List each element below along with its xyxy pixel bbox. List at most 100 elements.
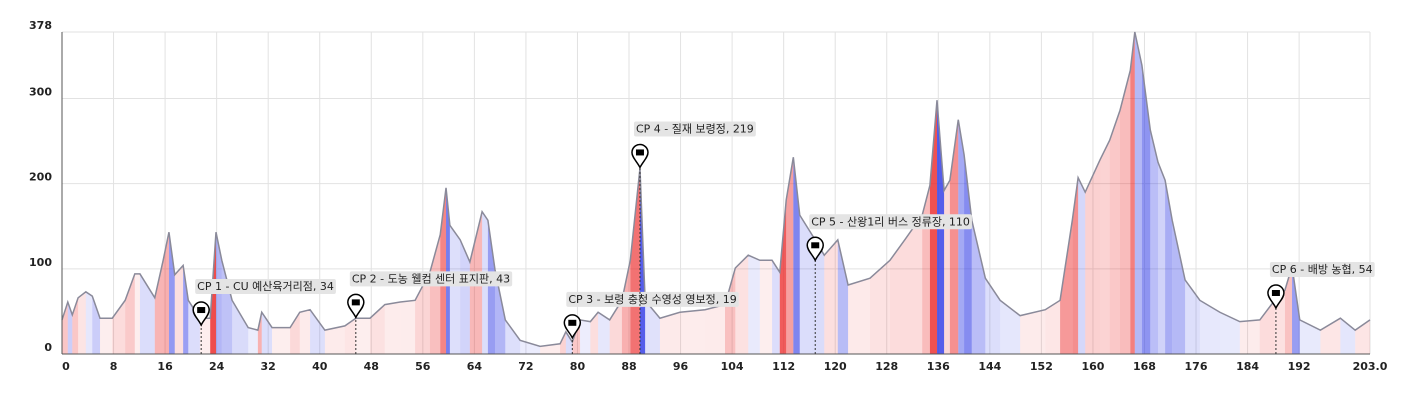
grade-segment	[1109, 110, 1120, 355]
grade-segment	[772, 260, 780, 354]
grade-segment	[446, 187, 450, 354]
grade-segment	[565, 331, 573, 354]
grade-segment	[786, 157, 794, 354]
grade-segment	[139, 273, 155, 354]
grade-segment	[1072, 177, 1079, 354]
x-tick-label: 203.0	[1353, 360, 1388, 373]
grade-segment	[62, 302, 68, 354]
grade-segment	[609, 300, 622, 354]
pin-icon	[811, 242, 820, 249]
grade-segment	[1078, 177, 1086, 354]
grade-segment	[904, 215, 923, 354]
pin-icon	[1271, 290, 1280, 296]
grade-segment	[78, 291, 86, 354]
checkpoint-label-bg	[566, 291, 739, 307]
grade-segment	[759, 260, 773, 354]
checkpoint-label: CP 4 - 질재 보령정, 219	[636, 122, 754, 135]
grade-segment	[837, 239, 849, 354]
checkpoint-label-bg	[633, 121, 756, 137]
grade-segment	[889, 239, 905, 354]
x-tick-label: 136	[927, 360, 950, 373]
grade-segment	[779, 199, 787, 354]
y-tick-label: 378	[29, 19, 52, 32]
grade-segment	[344, 318, 356, 354]
grade-segment	[1141, 65, 1151, 354]
grade-segment	[154, 260, 164, 354]
grade-segment	[440, 187, 447, 354]
x-tick-label: 40	[312, 360, 328, 373]
grade-segment	[85, 291, 93, 354]
pin-icon	[197, 307, 206, 314]
grade-segment	[272, 327, 291, 354]
pin-icon	[351, 299, 360, 306]
grade-segment	[290, 312, 300, 354]
x-tick-label: 112	[772, 360, 795, 373]
x-tick-label: 184	[1236, 360, 1259, 373]
grade-segment	[1100, 140, 1110, 354]
grade-segment	[621, 260, 631, 354]
grade-segment	[1085, 159, 1101, 354]
grade-segment	[971, 220, 986, 354]
grade-segment	[748, 255, 760, 354]
grade-segment	[384, 302, 401, 354]
x-tick-label: 96	[673, 360, 689, 373]
grade-segment	[1185, 279, 1200, 354]
checkpoint-label: CP 6 - 배방 농협, 54	[1272, 263, 1373, 276]
checkpoint-pin	[631, 143, 649, 170]
grade-segment	[1172, 220, 1186, 354]
grade-segment	[163, 232, 169, 354]
grade-segment	[725, 267, 736, 354]
grade-segment	[1060, 220, 1073, 354]
checkpoint-pin	[192, 301, 210, 327]
grade-segment	[630, 168, 640, 354]
grade-segment	[679, 309, 706, 354]
y-tick-label: 0	[44, 341, 52, 354]
checkpoint-pin	[806, 236, 824, 262]
grade-segment	[494, 269, 506, 354]
grade-segment	[949, 119, 959, 354]
pin-icon	[568, 319, 577, 326]
grade-segment	[1020, 309, 1046, 354]
grade-segment	[134, 273, 140, 354]
grade-segment	[1119, 70, 1131, 354]
grade-segment	[580, 319, 591, 354]
grade-segment	[1299, 319, 1321, 354]
grade-segment	[460, 239, 470, 354]
checkpoint-label: CP 3 - 보령 충청 수영성 영보정, 19	[568, 293, 736, 306]
grade-segment	[560, 331, 566, 354]
x-tick-label: 144	[978, 360, 1001, 373]
grade-segment	[1000, 300, 1021, 354]
grade-segment	[92, 296, 101, 354]
grade-segment	[505, 319, 521, 354]
y-tick-label: 100	[29, 256, 52, 269]
checkpoint-label-bg	[809, 214, 972, 230]
grade-segment	[299, 309, 311, 354]
x-tick-label: 56	[415, 360, 431, 373]
grade-segment	[1219, 312, 1240, 354]
grade-segment	[248, 327, 258, 354]
x-tick-label: 88	[621, 360, 636, 373]
grade-segment	[848, 278, 870, 354]
pin-icon	[635, 149, 644, 156]
x-tick-label: 128	[875, 360, 898, 373]
grade-segment	[257, 312, 262, 354]
grade-segment	[1134, 32, 1142, 354]
grade-segment	[168, 232, 175, 354]
y-tick-label: 200	[29, 171, 52, 184]
grade-segment	[112, 300, 126, 354]
grade-segment	[400, 300, 416, 354]
grade-segment	[590, 312, 599, 354]
x-tick-label: 8	[110, 360, 118, 373]
x-tick-label: 48	[364, 360, 379, 373]
grade-segment	[174, 265, 184, 354]
grade-segment	[1199, 300, 1220, 354]
grade-segment	[1045, 300, 1061, 354]
y-tick-label: 300	[29, 85, 52, 98]
x-tick-label: 24	[209, 360, 225, 373]
grade-segment	[1158, 162, 1166, 354]
checkpoint-label: CP 2 - 도농 웰컴 센터 표지판, 43	[352, 272, 510, 285]
grade-segment	[985, 278, 1001, 354]
checkpoint-label-bg	[195, 279, 336, 295]
x-tick-label: 16	[157, 360, 173, 373]
grade-segment	[261, 312, 273, 354]
